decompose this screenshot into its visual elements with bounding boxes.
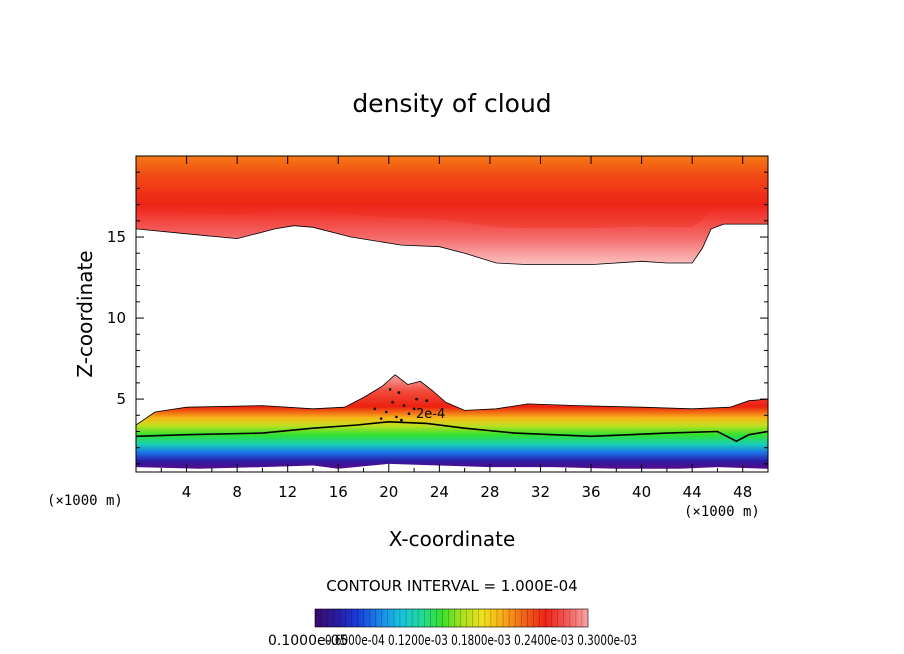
colorbar-label-min: 0.1000e-05	[268, 633, 348, 649]
y-axis-ticks: 5 10 15	[107, 171, 768, 465]
x-tick-label-4: 4	[182, 483, 192, 501]
plume-dot-12	[373, 407, 377, 411]
x-tick-label-12: 12	[278, 483, 297, 501]
plume-dot-0	[385, 410, 388, 414]
y-tick-label-15: 15	[107, 228, 126, 246]
colorbar-labels-overlapping: 0.6000e-04 0.1200e-03 0.1800e-03 0.2400e…	[325, 633, 637, 649]
x-tick-label-8: 8	[232, 483, 242, 501]
plume-dot-11	[425, 399, 429, 403]
plume-dot-4	[395, 415, 398, 419]
lower-top-contour	[136, 374, 768, 426]
y-tick-label-10: 10	[107, 309, 126, 327]
plume-dot-6	[415, 397, 418, 401]
contour-line-2e-4	[136, 420, 768, 443]
plume-dot-3	[402, 404, 406, 407]
x-tick-label-40: 40	[632, 483, 651, 501]
x-axis-label: X-coordinate	[389, 527, 516, 551]
contour-label-2e-4: 2e-4	[416, 407, 445, 422]
y-tick-label-5: 5	[116, 390, 126, 408]
x-tick-label-44: 44	[683, 483, 702, 501]
plume-dot-10	[412, 407, 416, 411]
chart-title: density of cloud	[352, 89, 551, 118]
x-tick-label-48: 48	[733, 483, 752, 501]
y-axis-label: Z-coordinate	[73, 250, 97, 377]
x-tick-label-24: 24	[430, 483, 449, 501]
plume-dot-1	[391, 401, 394, 404]
plume-dot-5	[407, 412, 411, 416]
colorbar-ticks	[320, 609, 583, 627]
upper-cloud-core	[136, 191, 768, 229]
plume-dot-2	[397, 391, 401, 394]
plume-contour-fragments	[373, 388, 429, 422]
upper-cloud-layer	[136, 156, 768, 265]
upper-boundary-contour	[136, 223, 768, 265]
colorbar	[315, 609, 588, 627]
x-tick-label-32: 32	[531, 483, 550, 501]
plot-area	[136, 156, 768, 469]
x-tick-label-28: 28	[480, 483, 499, 501]
plume-dot-9	[400, 418, 403, 422]
lower-cloud-layer	[136, 374, 768, 469]
x-axis-ticks: 4 8 12 16 20 24 28 32 36 40 44 48	[160, 156, 752, 501]
plume-dot-7	[379, 417, 383, 420]
contour-interval-text: CONTOUR INTERVAL = 1.000E-04	[326, 577, 577, 595]
x-tick-label-36: 36	[581, 483, 600, 501]
plume-dot-8	[388, 388, 392, 391]
colorbar-frame	[314, 608, 589, 628]
x-unit-right: (×1000 m)	[684, 504, 760, 520]
x-tick-label-16: 16	[329, 483, 348, 501]
plot-frame	[135, 155, 769, 473]
x-tick-label-20: 20	[379, 483, 398, 501]
x-unit-left: (×1000 m)	[47, 493, 123, 509]
